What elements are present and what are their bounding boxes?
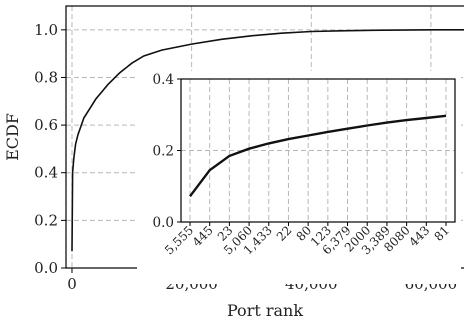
y-tick-label: 0.4	[34, 164, 58, 182]
inset-chart: 5,555445235,0601,43322801236,37920003,38…	[137, 71, 461, 284]
y-axis-label: ECDF	[3, 113, 22, 161]
inset-background	[137, 71, 461, 284]
x-tick-label: 0	[67, 275, 77, 293]
x-axis-label: Port rank	[227, 301, 303, 320]
inset-y-tick-label: 0.4	[153, 72, 174, 88]
y-tick-label: 0.8	[34, 68, 58, 86]
inset-plot-frame	[180, 78, 456, 223]
y-tick-label: 0.0	[34, 259, 58, 277]
inset-curve	[189, 114, 447, 198]
inset-y-tick-label: 0.0	[153, 215, 174, 231]
y-tick-label: 0.6	[34, 116, 58, 134]
y-tick-label: 1.0	[34, 21, 58, 39]
inset-y-tick-label: 0.2	[153, 144, 174, 160]
y-tick-label: 0.2	[34, 211, 58, 229]
ecdf-curve	[71, 29, 464, 252]
